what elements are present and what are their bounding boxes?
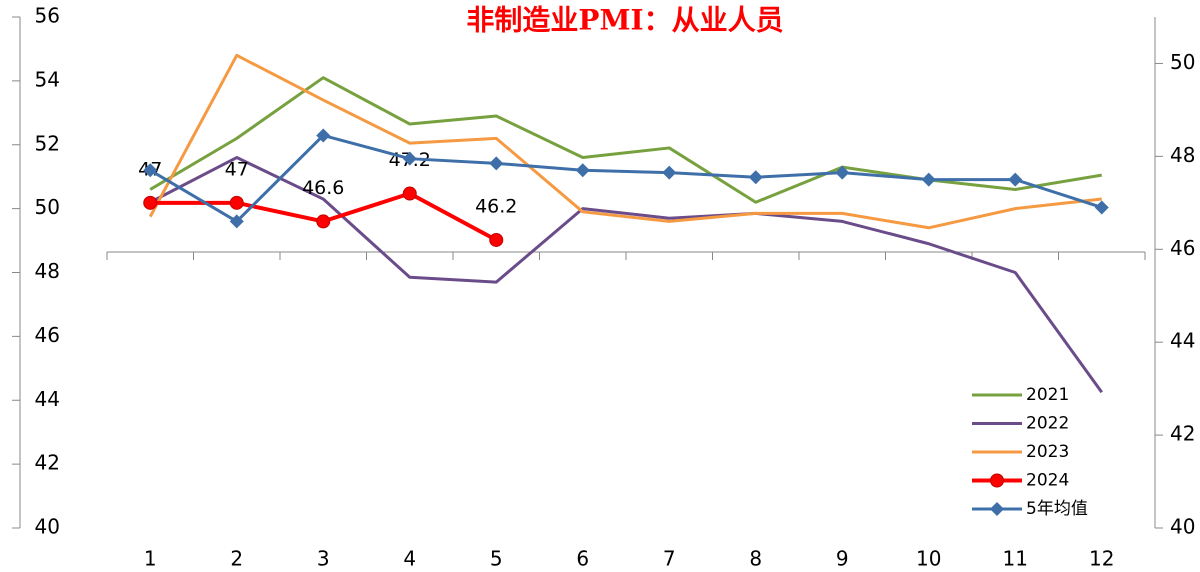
point — [316, 128, 331, 143]
y2-tick-label: 40 — [1170, 515, 1195, 539]
point — [229, 195, 244, 210]
point — [143, 163, 158, 178]
y-tick-label: 52 — [35, 131, 60, 155]
legend-label: 2023 — [1026, 442, 1069, 462]
y-tick-label: 46 — [35, 323, 60, 347]
x-tick-label: 3 — [317, 547, 330, 571]
x-tick-label: 5 — [490, 547, 503, 571]
x-tick-label: 12 — [1089, 547, 1114, 571]
x-tick-label: 8 — [749, 547, 762, 571]
point — [662, 165, 677, 180]
x-tick-label: 4 — [403, 547, 416, 571]
y2-tick-label: 42 — [1170, 422, 1195, 446]
point — [316, 214, 331, 229]
y-tick-label: 54 — [35, 67, 60, 91]
y2-tick-label: 50 — [1170, 50, 1195, 74]
x-tick-label: 1 — [144, 547, 157, 571]
series-line — [149, 76, 1102, 204]
point — [1094, 200, 1109, 215]
point — [835, 165, 850, 180]
legend-marker — [990, 502, 1004, 516]
x-tick-label: 6 — [576, 547, 589, 571]
legend-label: 5年均值 — [1026, 499, 1088, 519]
legend-marker — [990, 473, 1004, 488]
chart-title: 非制造业PMI：从业人员 — [466, 4, 783, 37]
y-tick-label: 42 — [35, 451, 60, 475]
y-tick-label: 40 — [35, 515, 60, 539]
point — [1008, 172, 1023, 187]
y-tick-label: 50 — [35, 195, 60, 219]
point — [489, 232, 504, 247]
point — [402, 151, 417, 166]
x-tick-label: 10 — [916, 547, 941, 571]
point — [143, 195, 158, 210]
x-tick-label: 7 — [663, 547, 676, 571]
x-tick-label: 11 — [1003, 547, 1028, 571]
series-line — [149, 133, 1103, 223]
point — [229, 214, 244, 229]
legend-label: 2024 — [1026, 471, 1069, 491]
x-tick-label: 9 — [836, 547, 849, 571]
legend-label: 2022 — [1026, 414, 1069, 434]
y-tick-label: 48 — [35, 259, 60, 283]
legend-label: 2021 — [1026, 385, 1069, 405]
y2-tick-label: 48 — [1170, 143, 1195, 167]
point — [489, 156, 504, 171]
data-label: 47 — [225, 158, 249, 180]
point — [748, 170, 763, 185]
y-tick-label: 56 — [35, 4, 60, 28]
data-label: 46.6 — [302, 177, 344, 199]
point — [575, 163, 590, 178]
series-line — [149, 156, 1103, 394]
x-tick-label: 2 — [230, 547, 243, 571]
point — [921, 172, 936, 187]
y-tick-label: 44 — [35, 387, 60, 411]
series-line — [148, 53, 1102, 230]
point — [402, 186, 417, 201]
data-label: 46.2 — [475, 195, 517, 217]
y2-tick-label: 44 — [1170, 329, 1195, 353]
y2-tick-label: 46 — [1170, 236, 1195, 260]
